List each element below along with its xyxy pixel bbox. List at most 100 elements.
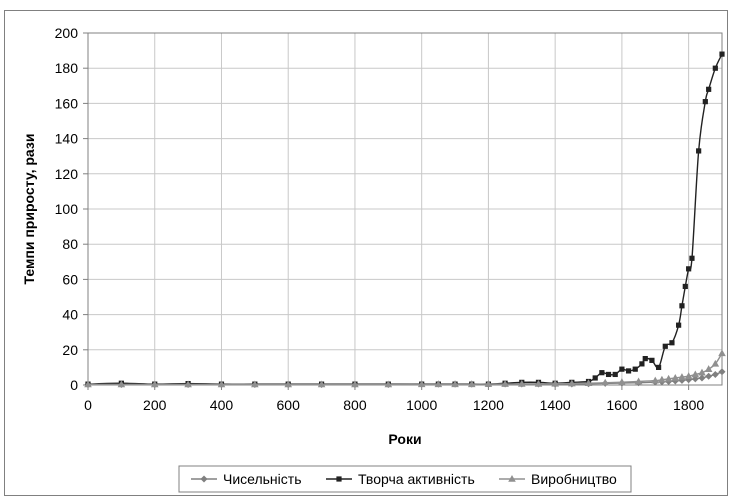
- data-point: [676, 322, 682, 328]
- x-tick-label: 1800: [673, 397, 704, 413]
- data-point: [671, 373, 680, 381]
- x-tick-label: 400: [210, 397, 234, 413]
- y-tick-label: 100: [55, 201, 79, 217]
- data-point: [712, 65, 718, 71]
- data-point: [84, 380, 92, 388]
- data-point: [551, 379, 559, 387]
- data-point: [649, 357, 655, 363]
- data-point: [718, 349, 726, 357]
- data-point: [618, 378, 626, 385]
- legend-item-3: Виробництво: [499, 471, 617, 487]
- data-point: [451, 380, 459, 388]
- data-point: [718, 368, 726, 376]
- legend-swatch-marker: [508, 475, 516, 482]
- legend-label: Творча активність: [358, 471, 475, 487]
- x-tick-label: 1000: [406, 397, 437, 413]
- data-point: [517, 379, 526, 387]
- data-point: [662, 343, 668, 349]
- data-point: [698, 368, 706, 376]
- data-point: [691, 370, 700, 378]
- data-point: [658, 375, 666, 383]
- data-point: [706, 86, 712, 92]
- data-point: [664, 374, 673, 382]
- y-axis-title: Темпи приросту, рази: [21, 134, 37, 285]
- y-tick-label: 180: [55, 60, 79, 76]
- data-point: [704, 365, 713, 372]
- data-point: [534, 379, 543, 387]
- data-point: [684, 372, 693, 379]
- y-tick-label: 120: [55, 166, 79, 182]
- x-tick-label: 1200: [473, 397, 504, 413]
- data-point: [217, 380, 226, 388]
- legend-label: Виробництво: [531, 471, 617, 487]
- data-point: [384, 380, 393, 388]
- data-point: [117, 380, 126, 388]
- data-point: [679, 303, 685, 309]
- data-point: [467, 380, 476, 388]
- data-point: [251, 380, 259, 388]
- legend-swatch-marker: [200, 475, 208, 483]
- y-axis: 0 20 40 60 80 100 120 140 160 180 200: [55, 25, 88, 393]
- data-point: [651, 376, 660, 384]
- data-point: [317, 380, 326, 388]
- legend: Чисельність Творча активність Виробництво: [178, 465, 632, 493]
- data-point: [634, 377, 643, 385]
- data-point: [639, 361, 645, 367]
- y-tick-label: 60: [62, 271, 78, 287]
- y-tick-label: 80: [62, 236, 78, 252]
- series-3: [84, 349, 726, 388]
- data-point: [632, 366, 638, 372]
- data-point: [599, 370, 605, 376]
- grid: [87, 32, 722, 386]
- x-tick-label: 800: [343, 397, 367, 413]
- data-point: [711, 359, 720, 367]
- data-point: [678, 373, 686, 380]
- x-tick-label: 600: [277, 397, 301, 413]
- data-point: [702, 99, 708, 105]
- x-tick-label: 1600: [606, 397, 637, 413]
- x-tick-label: 0: [84, 397, 92, 413]
- data-point: [686, 266, 692, 272]
- legend-item-2: Творча активність: [326, 471, 475, 487]
- data-point: [705, 372, 713, 380]
- x-axis: 0 200 400 600 800 1000 1200 1400 1600 1800: [84, 385, 704, 413]
- y-tick-label: 200: [55, 25, 79, 41]
- y-tick-label: 140: [55, 131, 79, 147]
- x-tick-label: 1400: [540, 397, 571, 413]
- y-tick-label: 160: [55, 95, 79, 111]
- data-point: [696, 148, 702, 154]
- data-point: [711, 370, 719, 378]
- data-point: [698, 374, 706, 382]
- data-point: [417, 380, 426, 388]
- data-point: [150, 380, 159, 388]
- legend-swatch-marker: [336, 476, 342, 482]
- legend-box: [178, 465, 632, 493]
- data-point: [642, 356, 648, 362]
- x-tick-label: 200: [143, 397, 167, 413]
- y-tick-label: 40: [62, 307, 78, 323]
- data-point: [351, 380, 359, 388]
- series: [84, 51, 726, 388]
- data-point: [584, 379, 593, 387]
- legend-label: Чисельність: [223, 471, 301, 487]
- data-point: [592, 375, 598, 381]
- data-point: [434, 380, 443, 388]
- y-tick-label: 0: [70, 377, 78, 393]
- data-point: [612, 371, 618, 378]
- data-point: [284, 380, 293, 388]
- data-point: [669, 340, 675, 346]
- data-point: [568, 379, 576, 387]
- data-point: [619, 366, 625, 372]
- data-point: [184, 380, 192, 388]
- data-point: [605, 371, 612, 378]
- data-point: [601, 378, 610, 386]
- y-tick-label: 20: [62, 342, 78, 358]
- data-point: [682, 283, 688, 290]
- legend-items: Чисельність Творча активність Виробництво: [191, 471, 617, 487]
- data-point: [689, 255, 695, 261]
- data-point: [484, 380, 493, 387]
- series-2: [85, 51, 725, 387]
- x-axis-title: Роки: [388, 431, 421, 447]
- data-point: [719, 51, 725, 57]
